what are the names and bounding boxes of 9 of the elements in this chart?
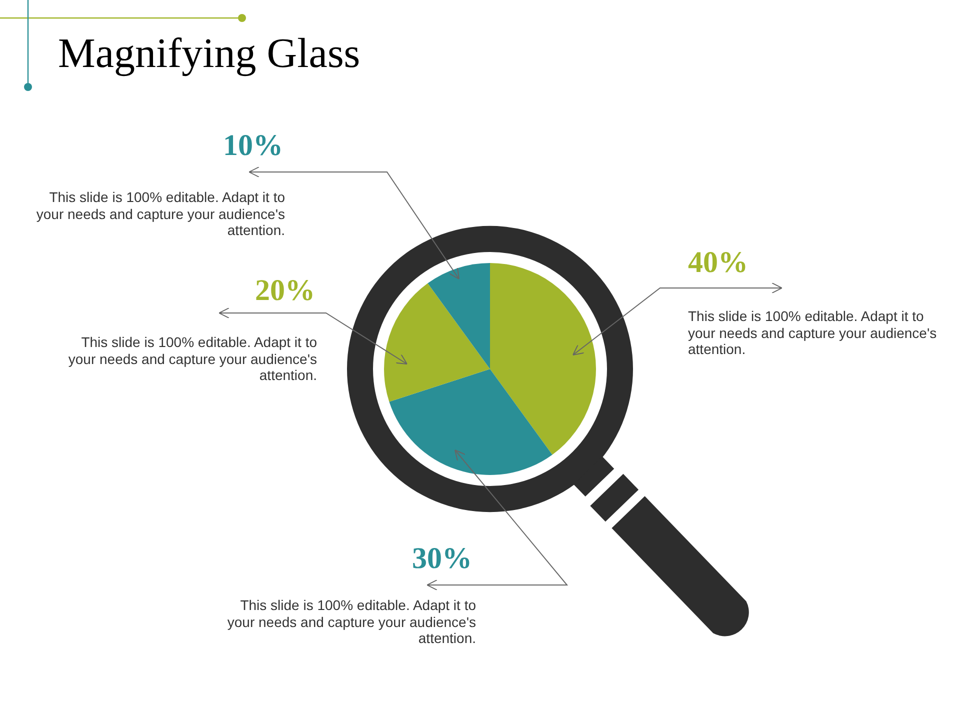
chart-title: Magnifying Glass <box>58 31 360 77</box>
data-label: 40% <box>688 246 748 279</box>
text: This slide is 100% editable. Adapt it to your needs and capture your audience's attention. <box>35 189 285 238</box>
data-label: 20% <box>255 274 315 307</box>
text: This slide is 100% editable. Adapt it to your needs and capture your audience's attention. <box>688 308 938 358</box>
text: This slide is 100% editable. Adapt it to your needs and capture your audience's attention. <box>67 334 317 384</box>
data-label: 30% <box>412 542 472 575</box>
text: This slide is 100% editable. Adapt it to your needs and capture your audience's attention. <box>226 597 476 646</box>
data-label: 10% <box>223 129 283 162</box>
